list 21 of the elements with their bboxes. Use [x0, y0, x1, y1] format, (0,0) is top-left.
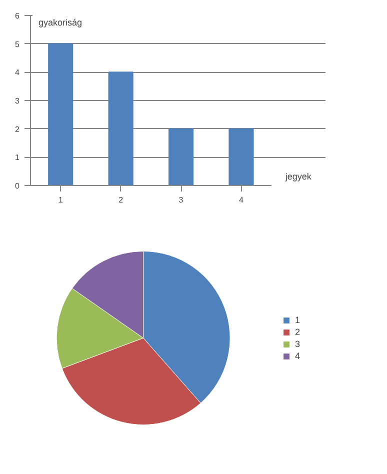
bar	[108, 72, 134, 186]
y-tick-label: 5	[15, 40, 20, 49]
legend-label: 3	[295, 338, 302, 348]
x-tick-label: 3	[178, 196, 184, 204]
bar	[48, 43, 74, 186]
legend-label: 1	[295, 314, 302, 324]
y-tick-label: 1	[15, 153, 20, 162]
y-tick-label: 2	[15, 124, 20, 134]
y-tick-label: 6	[15, 12, 20, 20]
x-tick-label: 4	[238, 196, 244, 204]
x-tick-label: 2	[118, 196, 124, 204]
legend-label: 2	[295, 326, 302, 336]
bar	[168, 128, 194, 186]
y-tick-label: 4	[15, 68, 20, 78]
x-axis-title: jegyek	[284, 172, 312, 182]
y-tick-label: 3	[15, 96, 20, 106]
bar	[228, 128, 254, 186]
x-tick-label: 1	[58, 196, 64, 204]
y-tick-label: 0	[15, 182, 20, 190]
y-axis-title: gyakoriság	[38, 18, 82, 28]
legend-label: 4	[295, 350, 302, 360]
